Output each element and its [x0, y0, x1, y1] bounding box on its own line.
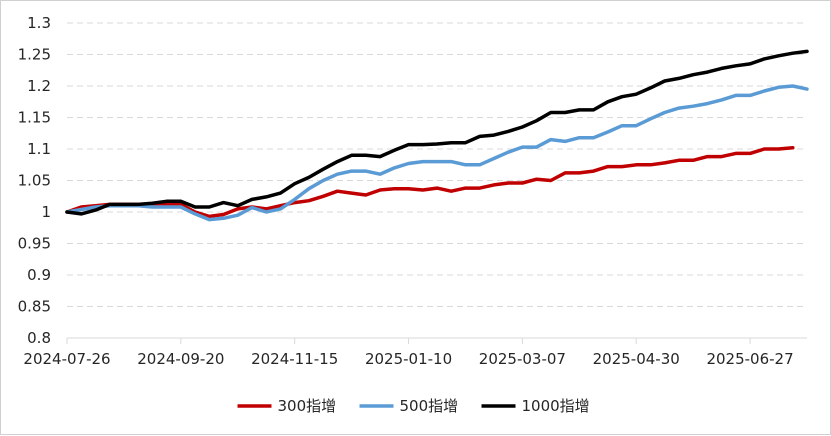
series-line	[65, 49, 809, 216]
y-tick-label: 1.05	[18, 172, 51, 190]
legend-label: 300指增	[278, 397, 337, 415]
series-line	[65, 84, 809, 222]
y-tick-label: 0.9	[27, 266, 51, 284]
x-tick-label: 2024-11-15	[251, 350, 338, 368]
x-tick-label: 2024-07-26	[23, 350, 110, 368]
y-tick-label: 1.3	[27, 14, 51, 32]
legend: 300指增 500指增 1000指增	[237, 397, 590, 415]
y-tick-label: 1.1	[27, 140, 51, 158]
legend-label: 1000指增	[522, 397, 590, 415]
y-axis: 0.8 0.85 0.9 0.95 1 1.05 1.1 1.15 1.2 1.25 1.3	[18, 14, 51, 347]
y-tick-label: 1.15	[18, 109, 51, 127]
x-tick-label: 2025-04-30	[593, 350, 680, 368]
legend-label: 500指增	[400, 397, 459, 415]
series-lines	[65, 49, 809, 222]
gridlines	[67, 22, 807, 307]
x-axis: 2024-07-26 2024-09-20 2024-11-15 2025-01-10…	[23, 337, 807, 368]
y-tick-label: 0.8	[27, 329, 51, 347]
y-tick-label: 1	[41, 203, 51, 221]
x-tick-label: 2024-09-20	[137, 350, 224, 368]
y-tick-label: 1.25	[18, 46, 51, 64]
x-tick-label: 2025-03-07	[479, 350, 566, 368]
series-line	[65, 145, 795, 219]
x-tick-label: 2025-01-10	[365, 350, 452, 368]
x-tick-label: 2025-06-27	[706, 350, 793, 368]
y-tick-label: 1.2	[27, 77, 51, 95]
y-tick-label: 0.95	[18, 235, 51, 253]
y-tick-label: 0.85	[18, 298, 51, 316]
